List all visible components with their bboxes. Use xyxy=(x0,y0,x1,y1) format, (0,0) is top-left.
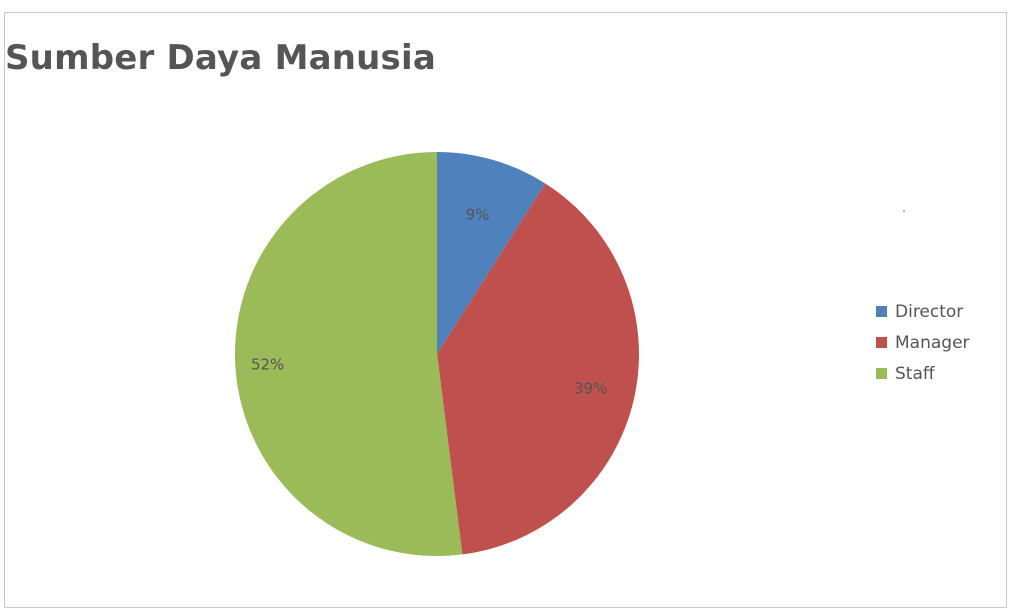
legend-swatch-manager xyxy=(876,337,887,348)
legend-item-staff: Staff xyxy=(876,358,1006,389)
legend-item-manager: Manager xyxy=(876,327,1006,358)
data-label-staff: 52% xyxy=(251,356,284,374)
pie-slice-director xyxy=(437,152,546,354)
data-label-manager: 39% xyxy=(574,379,607,397)
chart-legend: Director Manager Staff xyxy=(876,296,1006,389)
legend-label-director: Director xyxy=(895,301,964,322)
scan-speck xyxy=(903,210,905,212)
legend-label-staff: Staff xyxy=(895,363,935,384)
legend-item-director: Director xyxy=(876,296,1006,327)
legend-label-manager: Manager xyxy=(895,332,970,353)
pie-slice-manager xyxy=(437,183,639,555)
pie-slice-staff xyxy=(234,152,463,556)
legend-swatch-staff xyxy=(876,368,887,379)
data-label-director: 9% xyxy=(466,205,490,223)
legend-swatch-director xyxy=(876,306,887,317)
chart-title: Sumber Daya Manusia xyxy=(4,38,436,78)
